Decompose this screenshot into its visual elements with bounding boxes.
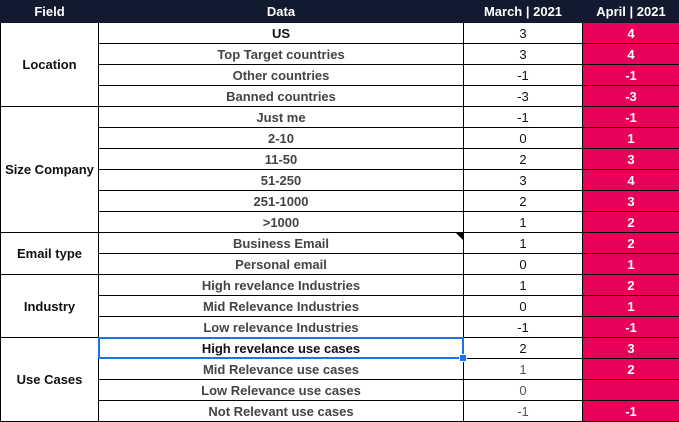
march-cell[interactable]: 3 [464,23,583,44]
march-cell[interactable]: 2 [464,191,583,212]
header-march[interactable]: March | 2021 [464,1,583,23]
data-cell[interactable]: Low relevance Industries [99,317,464,338]
data-cell[interactable]: Not Relevant use cases [99,401,464,422]
data-cell[interactable]: US [99,23,464,44]
march-cell[interactable]: 1 [464,212,583,233]
april-cell[interactable]: 4 [583,44,679,65]
march-cell[interactable]: -1 [464,107,583,128]
march-cell[interactable]: -1 [464,65,583,86]
data-cell[interactable]: Personal email [99,254,464,275]
april-cell[interactable]: 3 [583,338,679,359]
table-row: Industry High revelance Industries 1 2 [1,275,679,296]
table-row: 11-50 2 3 [1,149,679,170]
data-cell[interactable]: 2-10 [99,128,464,149]
table-row: Top Target countries 3 4 [1,44,679,65]
field-cell-location[interactable]: Location [1,23,99,107]
data-cell-text: High revelance use cases [202,341,360,356]
table-row: Low relevance Industries -1 -1 [1,317,679,338]
header-data[interactable]: Data [99,1,464,23]
data-cell[interactable]: High revelance Industries [99,275,464,296]
march-cell[interactable]: 2 [464,338,583,359]
april-cell[interactable]: 1 [583,296,679,317]
data-cell[interactable]: Just me [99,107,464,128]
header-row: Field Data March | 2021 April | 2021 [1,1,679,23]
march-cell[interactable]: 1 [464,359,583,380]
april-cell[interactable]: 3 [583,191,679,212]
march-cell[interactable]: 0 [464,380,583,401]
april-cell[interactable]: -3 [583,86,679,107]
data-cell-with-note[interactable]: Business Email [99,233,464,254]
data-cell[interactable]: Mid Relevance Industries [99,296,464,317]
april-cell[interactable]: 1 [583,128,679,149]
table-row: >1000 1 2 [1,212,679,233]
table-row: Location US 3 4 [1,23,679,44]
table-row: Email type Business Email 1 2 [1,233,679,254]
april-cell[interactable] [583,380,679,401]
april-cell[interactable]: -1 [583,317,679,338]
header-april[interactable]: April | 2021 [583,1,679,23]
table-row: Other countries -1 -1 [1,65,679,86]
april-cell[interactable]: -1 [583,401,679,422]
march-cell[interactable]: 3 [464,44,583,65]
april-cell[interactable]: -1 [583,107,679,128]
table-row: Mid Relevance Industries 0 1 [1,296,679,317]
march-cell[interactable]: 0 [464,254,583,275]
table-row: Not Relevant use cases -1 -1 [1,401,679,422]
march-cell[interactable]: 1 [464,233,583,254]
data-cell[interactable]: Low Relevance use cases [99,380,464,401]
march-cell[interactable]: 3 [464,170,583,191]
april-cell[interactable]: 4 [583,23,679,44]
field-cell-use-cases[interactable]: Use Cases [1,338,99,422]
march-cell[interactable]: 2 [464,149,583,170]
april-cell[interactable]: 2 [583,359,679,380]
data-cell[interactable]: Banned countries [99,86,464,107]
data-cell[interactable]: 51-250 [99,170,464,191]
march-cell[interactable]: -1 [464,317,583,338]
april-cell[interactable]: 2 [583,275,679,296]
table-row: Use Cases High revelance use cases 2 3 [1,338,679,359]
field-cell-industry[interactable]: Industry [1,275,99,338]
table-row: 51-250 3 4 [1,170,679,191]
march-cell[interactable]: 1 [464,275,583,296]
data-cell[interactable]: 11-50 [99,149,464,170]
table-row: Size Company Just me -1 -1 [1,107,679,128]
data-cell[interactable]: Mid Relevance use cases [99,359,464,380]
field-cell-email-type[interactable]: Email type [1,233,99,275]
data-cell[interactable]: Top Target countries [99,44,464,65]
data-cell[interactable]: >1000 [99,212,464,233]
data-cell[interactable]: Other countries [99,65,464,86]
field-cell-size-company[interactable]: Size Company [1,107,99,233]
april-cell[interactable]: 2 [583,233,679,254]
march-cell[interactable]: -3 [464,86,583,107]
table-row: Low Relevance use cases 0 [1,380,679,401]
selected-data-cell[interactable]: High revelance use cases [99,338,464,359]
march-cell[interactable]: 0 [464,128,583,149]
march-cell[interactable]: -1 [464,401,583,422]
table-row: Banned countries -3 -3 [1,86,679,107]
header-field[interactable]: Field [1,1,99,23]
april-cell[interactable]: 2 [583,212,679,233]
comment-indicator-icon[interactable] [456,233,463,240]
data-cell-text: Business Email [233,236,329,251]
table-row: 2-10 0 1 [1,128,679,149]
april-cell[interactable]: 3 [583,149,679,170]
table-row: Mid Relevance use cases 1 2 [1,359,679,380]
table-row: Personal email 0 1 [1,254,679,275]
april-cell[interactable]: -1 [583,65,679,86]
data-cell[interactable]: 251-1000 [99,191,464,212]
april-cell[interactable]: 1 [583,254,679,275]
march-cell[interactable]: 0 [464,296,583,317]
table-row: 251-1000 2 3 [1,191,679,212]
april-cell[interactable]: 4 [583,170,679,191]
